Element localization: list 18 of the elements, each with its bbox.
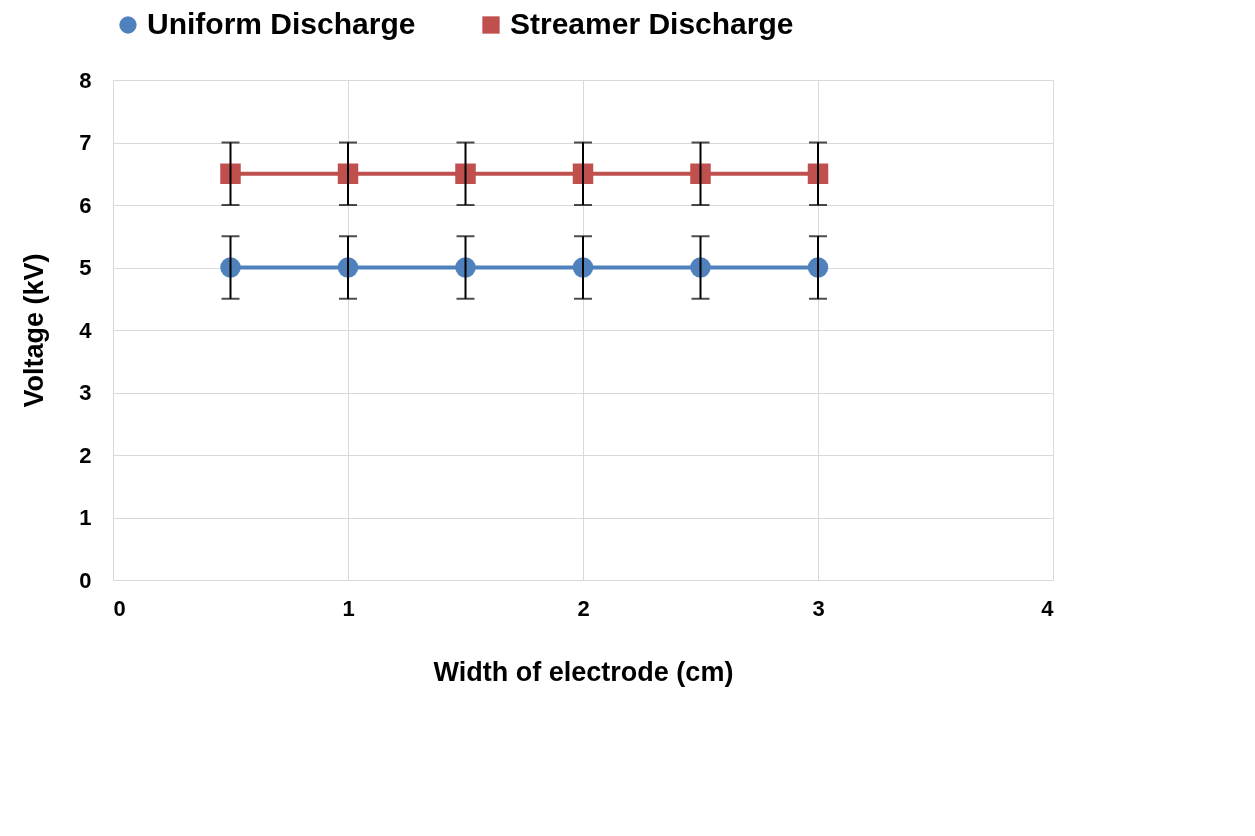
legend-label: Streamer Discharge: [510, 7, 794, 40]
y-tick-label: 3: [79, 380, 92, 405]
y-tick-label: 7: [79, 130, 92, 155]
y-tick-label: 1: [79, 505, 92, 530]
x-tick-label: 2: [577, 595, 590, 621]
x-tick-label: 3: [812, 595, 825, 621]
x-tick-label: 4: [1041, 595, 1055, 621]
y-tick-label: 5: [79, 255, 92, 280]
x-axis-title: Width of electrode (cm): [433, 656, 734, 687]
y-tick-label: 2: [79, 442, 92, 468]
y-tick-label: 4: [79, 317, 93, 343]
y-tick-label: 6: [79, 192, 92, 218]
y-tick-label: 0: [79, 567, 92, 593]
y-tick-label: 8: [79, 67, 92, 93]
x-tick-label: 1: [342, 595, 355, 621]
x-tick-label: 0: [113, 595, 126, 621]
y-axis-title: Voltage (kV): [19, 253, 50, 408]
legend-label: Uniform Discharge: [147, 7, 416, 40]
